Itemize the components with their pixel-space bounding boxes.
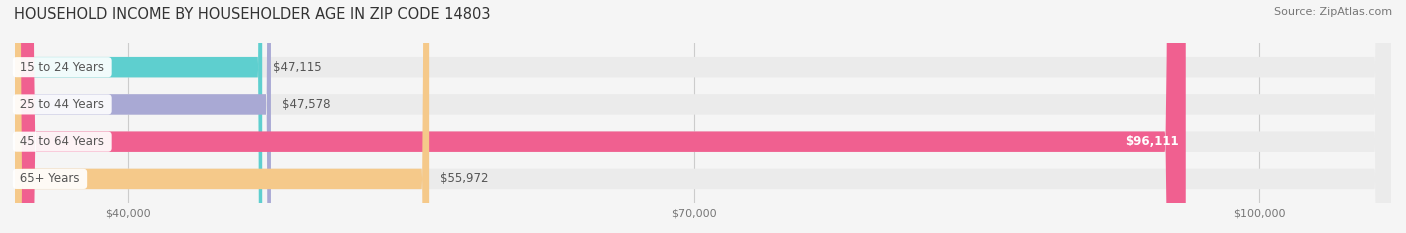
Text: Source: ZipAtlas.com: Source: ZipAtlas.com [1274,7,1392,17]
Text: $47,578: $47,578 [283,98,330,111]
FancyBboxPatch shape [15,0,1391,233]
FancyBboxPatch shape [15,0,271,233]
Text: 65+ Years: 65+ Years [17,172,83,185]
FancyBboxPatch shape [15,0,1391,233]
Text: HOUSEHOLD INCOME BY HOUSEHOLDER AGE IN ZIP CODE 14803: HOUSEHOLD INCOME BY HOUSEHOLDER AGE IN Z… [14,7,491,22]
FancyBboxPatch shape [15,0,262,233]
Text: $47,115: $47,115 [273,61,322,74]
Text: $55,972: $55,972 [440,172,489,185]
Text: 45 to 64 Years: 45 to 64 Years [17,135,108,148]
FancyBboxPatch shape [15,0,1391,233]
FancyBboxPatch shape [15,0,1185,233]
FancyBboxPatch shape [15,0,429,233]
Text: 15 to 24 Years: 15 to 24 Years [17,61,108,74]
Text: 25 to 44 Years: 25 to 44 Years [17,98,108,111]
FancyBboxPatch shape [15,0,1391,233]
Text: $96,111: $96,111 [1125,135,1178,148]
